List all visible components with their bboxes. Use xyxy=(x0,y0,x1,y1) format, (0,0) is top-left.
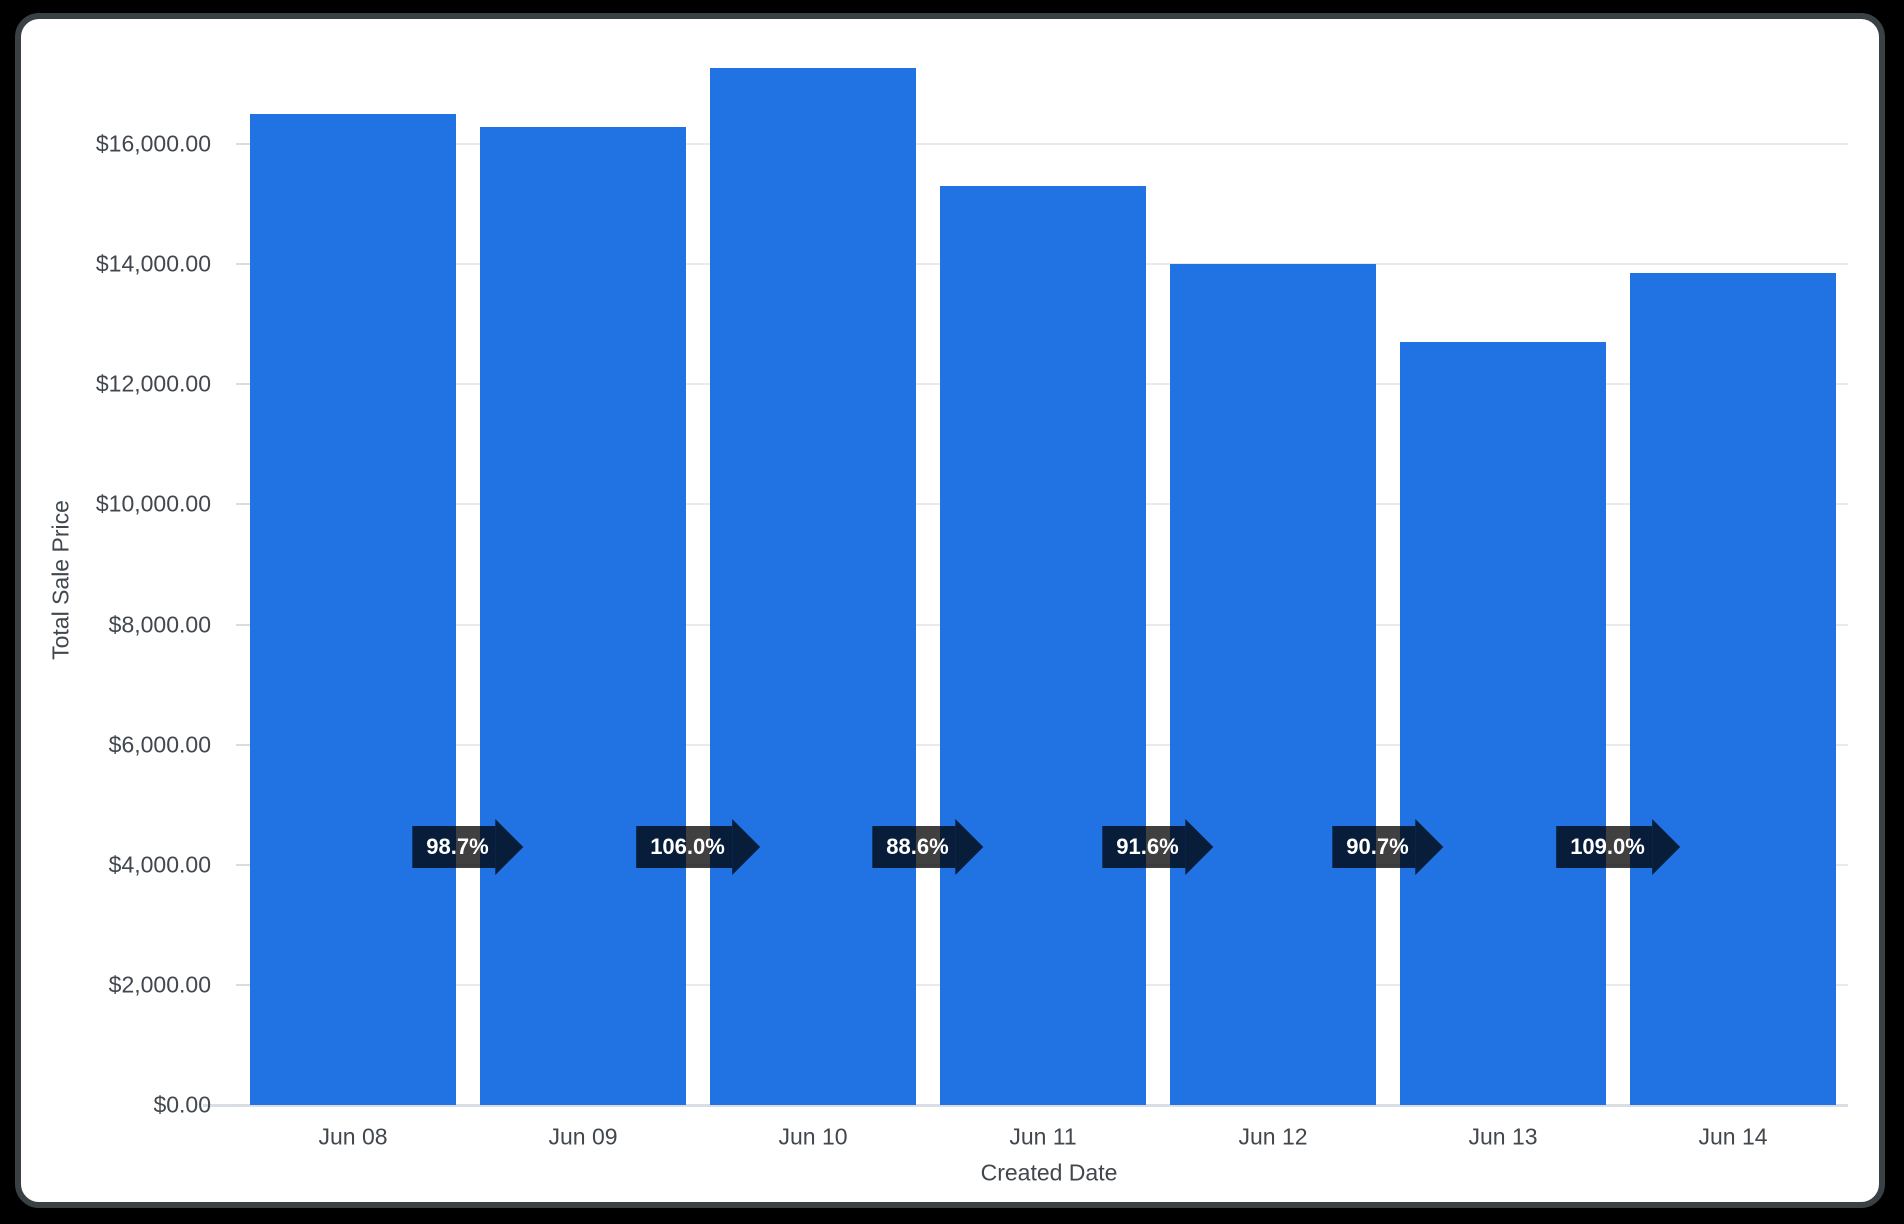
y-tick-mark xyxy=(236,1104,250,1106)
y-tick-label: $12,000.00 xyxy=(95,370,211,397)
bar-jun-13[interactable] xyxy=(1400,341,1606,1105)
y-tick-label: $2,000.00 xyxy=(108,971,211,998)
y-tick-label: $16,000.00 xyxy=(95,130,211,157)
gridline xyxy=(250,143,1848,145)
arrow-right-icon xyxy=(1651,819,1680,875)
bar-jun-09[interactable] xyxy=(480,126,686,1105)
x-tick-label: Jun 11 xyxy=(1009,1123,1077,1150)
bar-jun-11[interactable] xyxy=(940,186,1146,1105)
x-tick-label: Jun 14 xyxy=(1698,1123,1768,1150)
bar-jun-12[interactable] xyxy=(1170,263,1376,1105)
x-tick-label: Jun 10 xyxy=(778,1123,848,1150)
y-tick-label: $4,000.00 xyxy=(108,851,211,878)
arrow-right-icon xyxy=(495,819,524,875)
pct-change-badge: 109.0% xyxy=(1556,819,1680,875)
pct-change-badge: 98.7% xyxy=(412,819,524,875)
x-axis-title: Created Date xyxy=(980,1159,1118,1186)
pct-change-badge: 91.6% xyxy=(1102,819,1214,875)
y-tick-label: $14,000.00 xyxy=(95,250,211,277)
arrow-right-icon xyxy=(731,819,760,875)
bar-jun-10[interactable] xyxy=(710,67,916,1105)
pct-change-value: 88.6% xyxy=(872,826,956,868)
y-tick-label: $10,000.00 xyxy=(95,490,211,517)
x-tick-label: Jun 09 xyxy=(548,1123,618,1150)
y-tick-label: $0.00 xyxy=(153,1091,211,1118)
y-tick-mark xyxy=(236,863,250,866)
pct-change-value: 90.7% xyxy=(1332,826,1416,868)
pct-change-value: 91.6% xyxy=(1102,826,1186,868)
y-tick-mark xyxy=(236,623,250,626)
bar-jun-08[interactable] xyxy=(250,113,456,1105)
pct-change-value: 109.0% xyxy=(1556,826,1652,868)
pct-change-badge: 88.6% xyxy=(872,819,984,875)
bar-jun-14[interactable] xyxy=(1630,273,1836,1105)
pct-change-badge: 106.0% xyxy=(636,819,760,875)
y-tick-mark xyxy=(236,143,250,145)
y-tick-mark xyxy=(236,383,250,386)
pct-change-badge: 90.7% xyxy=(1332,819,1444,875)
pct-change-value: 106.0% xyxy=(636,826,732,868)
arrow-right-icon xyxy=(955,819,984,875)
x-tick-label: Jun 13 xyxy=(1468,1123,1538,1150)
pct-change-value: 98.7% xyxy=(412,826,496,868)
y-tick-label: $6,000.00 xyxy=(108,731,211,758)
y-tick-label: $8,000.00 xyxy=(108,611,211,637)
y-axis-title: Total Sale Price xyxy=(47,500,74,660)
y-tick-mark xyxy=(236,743,250,746)
arrow-right-icon xyxy=(1185,819,1214,875)
y-tick-mark xyxy=(236,983,250,986)
x-tick-label: Jun 12 xyxy=(1238,1123,1308,1150)
arrow-right-icon xyxy=(1415,819,1444,875)
y-tick-mark xyxy=(236,263,250,266)
y-tick-mark xyxy=(236,503,250,506)
x-axis-line xyxy=(203,1104,1848,1107)
x-tick-label: Jun 08 xyxy=(318,1123,388,1150)
